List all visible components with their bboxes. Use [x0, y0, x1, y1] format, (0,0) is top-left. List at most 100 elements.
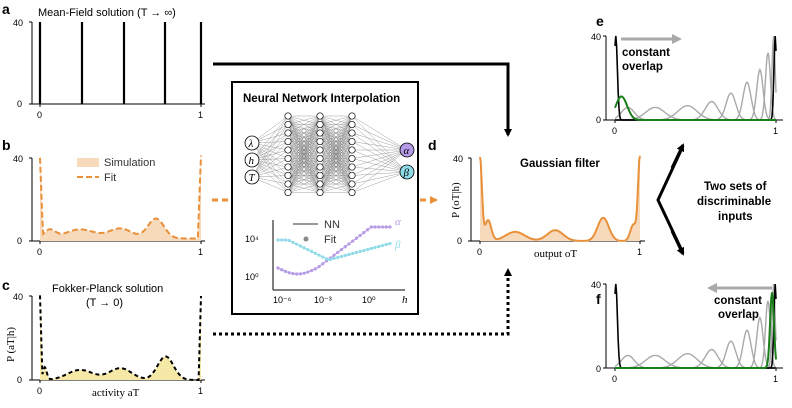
- middle-text-1: Two sets of: [704, 181, 767, 193]
- nn-hidden-node: [316, 180, 324, 188]
- nn-xtick-1: 10⁻⁶: [273, 295, 292, 305]
- nn-fit-dot-beta: [384, 242, 388, 247]
- panel-d-xtick-1: 1: [637, 247, 642, 257]
- nn-fit-dot-beta: [302, 246, 306, 250]
- gray-curve: [615, 329, 776, 369]
- panel-f-ytick-40: 40: [591, 280, 601, 290]
- nn-hidden-node: [348, 171, 356, 180]
- nn-hidden-node: [348, 188, 356, 197]
- nn-fit-dot-alpha: [347, 242, 351, 246]
- nn-fit-dot-alpha: [388, 225, 392, 229]
- nn-fit-dot-alpha: [362, 230, 366, 235]
- nn-hidden-node: [348, 129, 356, 137]
- panel-c-title: Fokker-Planck solution: [52, 283, 163, 295]
- nn-fit-dot-alpha: [373, 225, 377, 229]
- arrow-fork: [656, 145, 685, 254]
- panel-f-ytick-0: 0: [596, 364, 601, 374]
- nn-fit-dot-beta: [339, 254, 344, 259]
- nn-fit-dot-beta: [291, 240, 295, 244]
- nn-fit-dot-alpha: [276, 266, 280, 270]
- nn-hidden-node: [348, 163, 356, 171]
- nn-fit-dot-beta: [310, 249, 314, 254]
- panel-e: e 40 0 0 1 constant overlap: [591, 13, 783, 136]
- nn-fit-dot-alpha: [336, 250, 340, 255]
- nn-input-label: h: [249, 155, 255, 167]
- panel-e-curves: [614, 35, 777, 121]
- nn-output-node: [399, 142, 415, 158]
- panel-c: c Fokker-Planck solution (T → 0) 40 0 P …: [2, 277, 205, 399]
- nn-hidden-node: [284, 188, 292, 197]
- nn-fit-dot-beta: [283, 238, 288, 242]
- panel-f-xtick-0: 0: [612, 374, 617, 384]
- nn-hidden-node: [316, 171, 324, 180]
- nn-hidden-node: [284, 137, 292, 146]
- nn-hidden-node: [284, 120, 292, 129]
- nn-fit-dot-beta: [328, 257, 332, 262]
- panel-e-xtick-0: 0: [612, 126, 617, 136]
- panel-b-xtick-1: 1: [198, 247, 203, 257]
- nn-fit-dot-alpha: [298, 272, 302, 276]
- panel-b: b 40 0 0 1 Simulation Fit: [2, 137, 205, 257]
- nn-xtick-3: 10⁰: [362, 295, 376, 305]
- middle-text-3: inputs: [718, 211, 753, 223]
- nn-fit-dot-beta: [343, 253, 347, 258]
- panel-b-fit-line: [39, 155, 202, 240]
- panel-a-title: Mean-Field solution (T → ∞): [38, 7, 176, 19]
- arrow-c-to-d: [213, 268, 512, 336]
- nn-input-node: [244, 152, 260, 168]
- nn-ytick-bot: 10⁰: [245, 272, 259, 282]
- panel-b-legend-sim: Simulation: [104, 157, 155, 169]
- nn-input-label: T: [249, 172, 256, 184]
- gray-curve: [615, 68, 776, 121]
- nn-hidden-node: [284, 163, 292, 171]
- nn-fit-dot-beta: [351, 251, 355, 256]
- panel-e-ytick-40: 40: [591, 32, 601, 42]
- nn-hidden-node: [316, 112, 324, 120]
- nn-hidden-node: [316, 163, 324, 171]
- panel-f-letter: f: [596, 291, 601, 307]
- nn-fit-dot-beta: [306, 248, 310, 252]
- nn-fit-dot-alpha: [332, 253, 336, 257]
- discriminable-text: Two sets of discriminable inputs: [697, 181, 771, 223]
- nn-hidden-node: [348, 137, 356, 146]
- panel-c-letter: c: [2, 277, 10, 293]
- nn-hidden-node: [316, 137, 324, 146]
- gray-curve: [615, 340, 776, 369]
- nn-fit-dot-alpha: [306, 270, 310, 274]
- nn-box-frame: [231, 81, 419, 315]
- green-curve: [614, 95, 776, 121]
- nn-input-node: [244, 169, 260, 185]
- panel-d: d Gaussian filter 40 0 P (oT|h) 0 1 outp…: [428, 137, 645, 260]
- nn-fit-dot-alpha: [380, 225, 385, 229]
- panel-e-label1: constant: [622, 47, 670, 59]
- nn-hidden-node: [284, 112, 292, 120]
- nn-xlabel: h: [402, 294, 408, 306]
- nn-fit-dot-beta: [354, 250, 358, 255]
- panel-a-xtick-1: 1: [198, 110, 203, 120]
- panel-b-ytick-40: 40: [13, 154, 23, 164]
- panel-d-ylabel: P (oT|h): [450, 182, 462, 218]
- panel-b-legend-sim-swatch: [77, 158, 99, 167]
- panel-a-letter: a: [2, 1, 10, 17]
- nn-fit-dot-alpha: [339, 247, 344, 252]
- panel-a: a Mean-Field solution (T → ∞) 40 0 0 1: [2, 1, 205, 120]
- gray-curve: [615, 81, 776, 121]
- connectors: [212, 62, 685, 336]
- nn-fit-dot-beta: [321, 255, 325, 259]
- panel-e-ytick-0: 0: [596, 115, 601, 125]
- nn-fit-dot-alpha: [295, 272, 299, 276]
- green-curve: [615, 292, 777, 369]
- nn-fit-dot-alpha: [310, 268, 314, 273]
- nn-hidden-node: [348, 146, 356, 154]
- nn-fit-dot-beta: [366, 247, 370, 252]
- nn-legend-nn: NN: [324, 219, 340, 231]
- nn-fit-dot-alpha: [343, 245, 347, 249]
- panel-b-legend-fit: Fit: [104, 172, 116, 184]
- nn-fit-dot-alpha: [384, 225, 388, 229]
- panel-f-curves: [614, 283, 777, 369]
- nn-output-label: α: [404, 145, 410, 157]
- nn-legend-fit: Fit: [324, 234, 336, 246]
- nn-fit-dots: [276, 225, 392, 276]
